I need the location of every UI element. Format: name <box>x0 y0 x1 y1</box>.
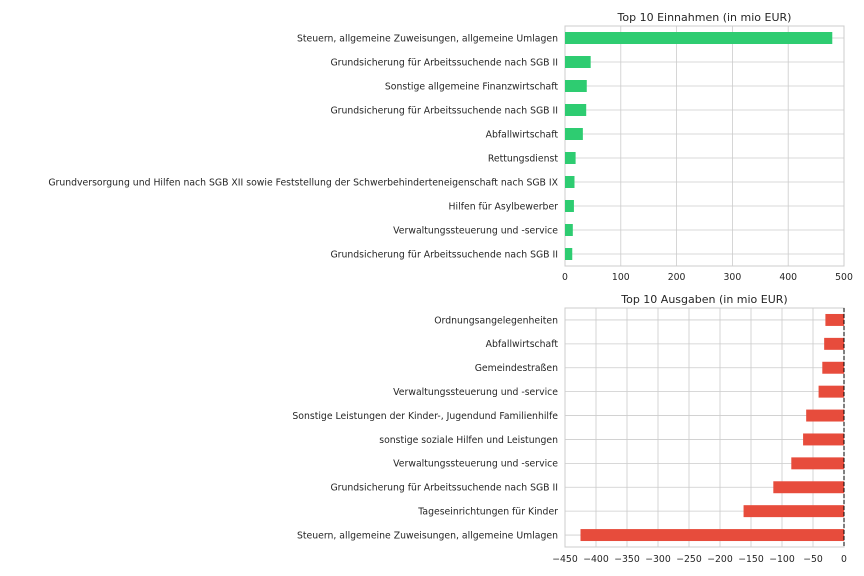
bar <box>825 313 844 326</box>
chart-ausgaben: Ordnungsangelegenheiten Abfallwirtschaft G… <box>292 293 847 565</box>
category-label: Hilfen für Asylbewerber <box>449 201 559 212</box>
bar <box>565 128 583 140</box>
bar <box>565 32 833 44</box>
tick-label: 0 <box>841 554 847 565</box>
category-label: Steuern, allgemeine Zuweisungen, allgeme… <box>297 530 558 541</box>
category-label: Tageseinrichtungen für Kinder <box>417 506 558 517</box>
category-label: Grundsicherung für Arbeitssuchende nach … <box>330 483 558 494</box>
tick-label: 100 <box>612 272 630 283</box>
tick-label: −150 <box>738 554 764 565</box>
category-label: Steuern, allgemeine Zuweisungen, allgeme… <box>297 33 558 44</box>
bar <box>822 361 844 374</box>
tick-label: −300 <box>645 554 671 565</box>
bar <box>565 176 575 188</box>
bar <box>743 505 844 518</box>
bar <box>565 224 573 236</box>
category-label: Gemeindestraßen <box>475 363 558 374</box>
bar <box>580 529 844 542</box>
category-label: Rettungsdienst <box>488 153 559 164</box>
category-label: Abfallwirtschaft <box>486 129 559 140</box>
category-label: Verwaltungssteuerung und -service <box>393 225 558 236</box>
category-label: Grundsicherung für Arbeitssuchende nach … <box>330 57 558 68</box>
tick-label: −50 <box>803 554 823 565</box>
tick-label: −250 <box>676 554 702 565</box>
tick-label: 400 <box>779 272 797 283</box>
bar <box>803 433 844 446</box>
chart-title: Top 10 Ausgaben (in mio EUR) <box>620 293 787 306</box>
bar <box>791 457 844 470</box>
bar <box>565 152 576 164</box>
plot-area <box>564 25 845 267</box>
category-label: Verwaltungssteuerung und -service <box>393 387 558 398</box>
tick-label: 0 <box>562 272 568 283</box>
category-label: Grundversorgung und Hilfen nach SGB XII … <box>48 177 558 188</box>
bar <box>824 337 844 350</box>
category-label: Grundsicherung für Arbeitssuchende nach … <box>330 105 558 116</box>
bar <box>565 104 587 116</box>
tick-label: 300 <box>724 272 742 283</box>
bar <box>818 385 844 398</box>
tick-label: −200 <box>707 554 733 565</box>
bar <box>565 200 574 212</box>
category-label: Abfallwirtschaft <box>486 339 559 350</box>
bar <box>773 481 844 494</box>
tick-label: −400 <box>583 554 609 565</box>
bar <box>565 56 591 68</box>
category-label: Sonstige allgemeine Finanzwirtschaft <box>385 81 558 92</box>
category-label: Sonstige Leistungen der Kinder-, Jugendu… <box>292 411 558 422</box>
bar <box>565 80 587 92</box>
chart-einnahmen: Steuern, allgemeine Zuweisungen, allgeme… <box>48 11 853 283</box>
tick-label: 500 <box>835 272 853 283</box>
tick-label: −350 <box>614 554 640 565</box>
category-label: Grundsicherung für Arbeitssuchende nach … <box>330 249 558 260</box>
tick-label: −100 <box>769 554 795 565</box>
tick-label: −450 <box>552 554 578 565</box>
chart-title: Top 10 Einnahmen (in mio EUR) <box>617 11 792 24</box>
category-label: sonstige soziale Hilfen und Leistungen <box>379 435 558 446</box>
category-label: Verwaltungssteuerung und -service <box>393 459 558 470</box>
bar <box>806 409 844 422</box>
bar <box>565 248 573 260</box>
category-label: Ordnungsangelegenheiten <box>434 315 558 326</box>
tick-label: 200 <box>668 272 686 283</box>
